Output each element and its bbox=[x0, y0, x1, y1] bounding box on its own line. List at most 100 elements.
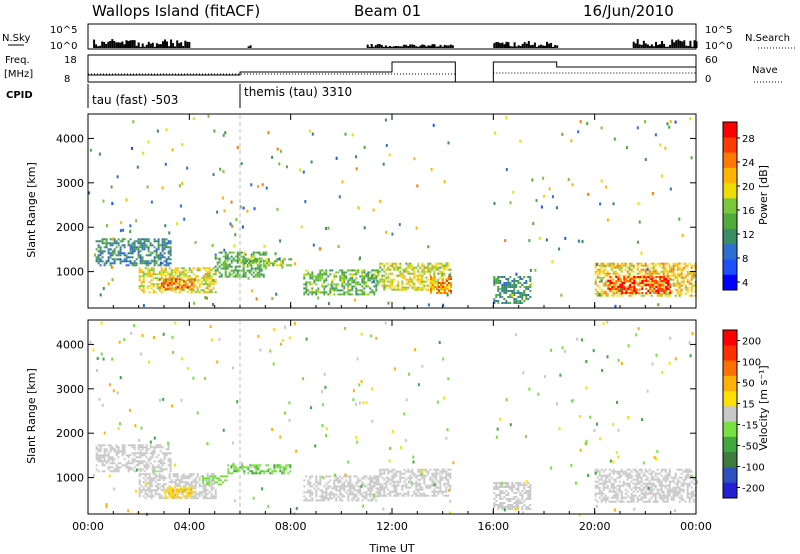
range-cell bbox=[325, 277, 328, 280]
range-cell bbox=[435, 490, 438, 493]
scatter-cell bbox=[249, 465, 252, 469]
range-cell bbox=[275, 470, 278, 473]
range-cell bbox=[373, 293, 376, 296]
range-cell bbox=[169, 458, 172, 461]
scatter-cell bbox=[576, 337, 579, 341]
nsky-bar bbox=[123, 44, 126, 48]
scatter-cell bbox=[585, 386, 588, 390]
range-cell bbox=[676, 288, 679, 291]
range-cell bbox=[664, 276, 667, 279]
range-cell bbox=[174, 494, 176, 497]
range-cell bbox=[688, 492, 691, 495]
range-cell bbox=[142, 273, 145, 276]
range-cell bbox=[676, 468, 679, 471]
range-cell bbox=[437, 272, 440, 275]
range-cell bbox=[521, 302, 524, 304]
power-colorbar-label: Power [dB] bbox=[757, 165, 770, 225]
range-cell bbox=[186, 271, 189, 274]
range-cell bbox=[375, 289, 378, 292]
range-cell bbox=[598, 496, 601, 499]
range-cell bbox=[521, 498, 524, 500]
range-cell bbox=[123, 446, 126, 449]
range-cell bbox=[351, 485, 354, 488]
range-cell bbox=[666, 484, 669, 487]
range-cell bbox=[182, 287, 185, 290]
range-cell bbox=[662, 274, 665, 277]
range-cell bbox=[437, 266, 440, 269]
range-cell bbox=[656, 478, 659, 481]
range-cell bbox=[391, 284, 394, 287]
scatter-cell bbox=[503, 508, 506, 512]
range-cell bbox=[119, 260, 122, 263]
range-cell bbox=[674, 476, 677, 479]
range-cell bbox=[131, 246, 134, 249]
scatter-cell bbox=[211, 244, 214, 247]
range-cell bbox=[167, 446, 170, 449]
range-cell bbox=[654, 484, 657, 487]
range-cell bbox=[208, 479, 211, 482]
range-cell bbox=[143, 246, 146, 249]
range-cell bbox=[153, 466, 156, 469]
range-cell bbox=[437, 284, 440, 287]
range-cell bbox=[158, 288, 161, 291]
range-cell bbox=[497, 280, 500, 282]
range-cell bbox=[194, 275, 197, 278]
range-cell bbox=[604, 274, 607, 277]
range-cell bbox=[125, 462, 128, 465]
range-cell bbox=[663, 278, 666, 280]
range-cell bbox=[505, 484, 508, 486]
range-cell bbox=[674, 488, 677, 491]
range-cell bbox=[95, 260, 98, 263]
range-cell bbox=[257, 464, 260, 467]
range-cell bbox=[371, 477, 374, 480]
range-cell bbox=[596, 290, 599, 293]
range-cell bbox=[355, 283, 358, 286]
range-cell bbox=[427, 484, 430, 487]
range-cell bbox=[642, 492, 645, 495]
range-cell bbox=[341, 277, 344, 280]
range-cell bbox=[113, 262, 116, 265]
scatter-cell bbox=[391, 430, 394, 434]
range-cell bbox=[129, 248, 132, 251]
range-cell bbox=[228, 251, 231, 254]
range-cell bbox=[208, 291, 211, 294]
range-cell bbox=[309, 277, 312, 280]
range-cell bbox=[389, 470, 392, 473]
range-cell bbox=[237, 470, 240, 473]
range-cell bbox=[170, 494, 172, 497]
range-cell bbox=[622, 264, 625, 267]
scatter-cell bbox=[278, 162, 281, 166]
range-cell bbox=[417, 276, 420, 279]
range-cell bbox=[624, 264, 627, 267]
range-cell bbox=[604, 474, 607, 477]
range-cell bbox=[621, 282, 624, 284]
range-cell bbox=[650, 294, 653, 297]
range-cell bbox=[125, 254, 128, 257]
range-cell bbox=[307, 489, 310, 492]
range-cell bbox=[521, 508, 524, 510]
range-cell bbox=[210, 473, 213, 476]
scatter-cell bbox=[414, 348, 417, 352]
range-cell bbox=[636, 476, 639, 479]
range-cell bbox=[661, 276, 664, 278]
range-cell bbox=[527, 486, 530, 488]
range-cell bbox=[174, 286, 177, 289]
range-cell bbox=[188, 267, 191, 270]
range-cell bbox=[445, 494, 448, 497]
range-cell bbox=[686, 476, 689, 479]
range-cell bbox=[666, 500, 669, 503]
range-cell bbox=[619, 278, 622, 280]
range-cell bbox=[111, 258, 114, 261]
range-cell bbox=[146, 285, 149, 288]
range-cell bbox=[517, 506, 520, 508]
range-cell bbox=[434, 286, 436, 288]
range-cell bbox=[399, 472, 402, 475]
range-cell bbox=[145, 240, 148, 243]
scatter-cell bbox=[147, 140, 150, 144]
range-cell bbox=[365, 273, 368, 276]
scatter-cell bbox=[355, 167, 358, 171]
range-cell bbox=[515, 280, 518, 282]
scatter-cell bbox=[592, 349, 595, 353]
range-cell bbox=[399, 266, 402, 269]
range-cell bbox=[440, 284, 442, 286]
